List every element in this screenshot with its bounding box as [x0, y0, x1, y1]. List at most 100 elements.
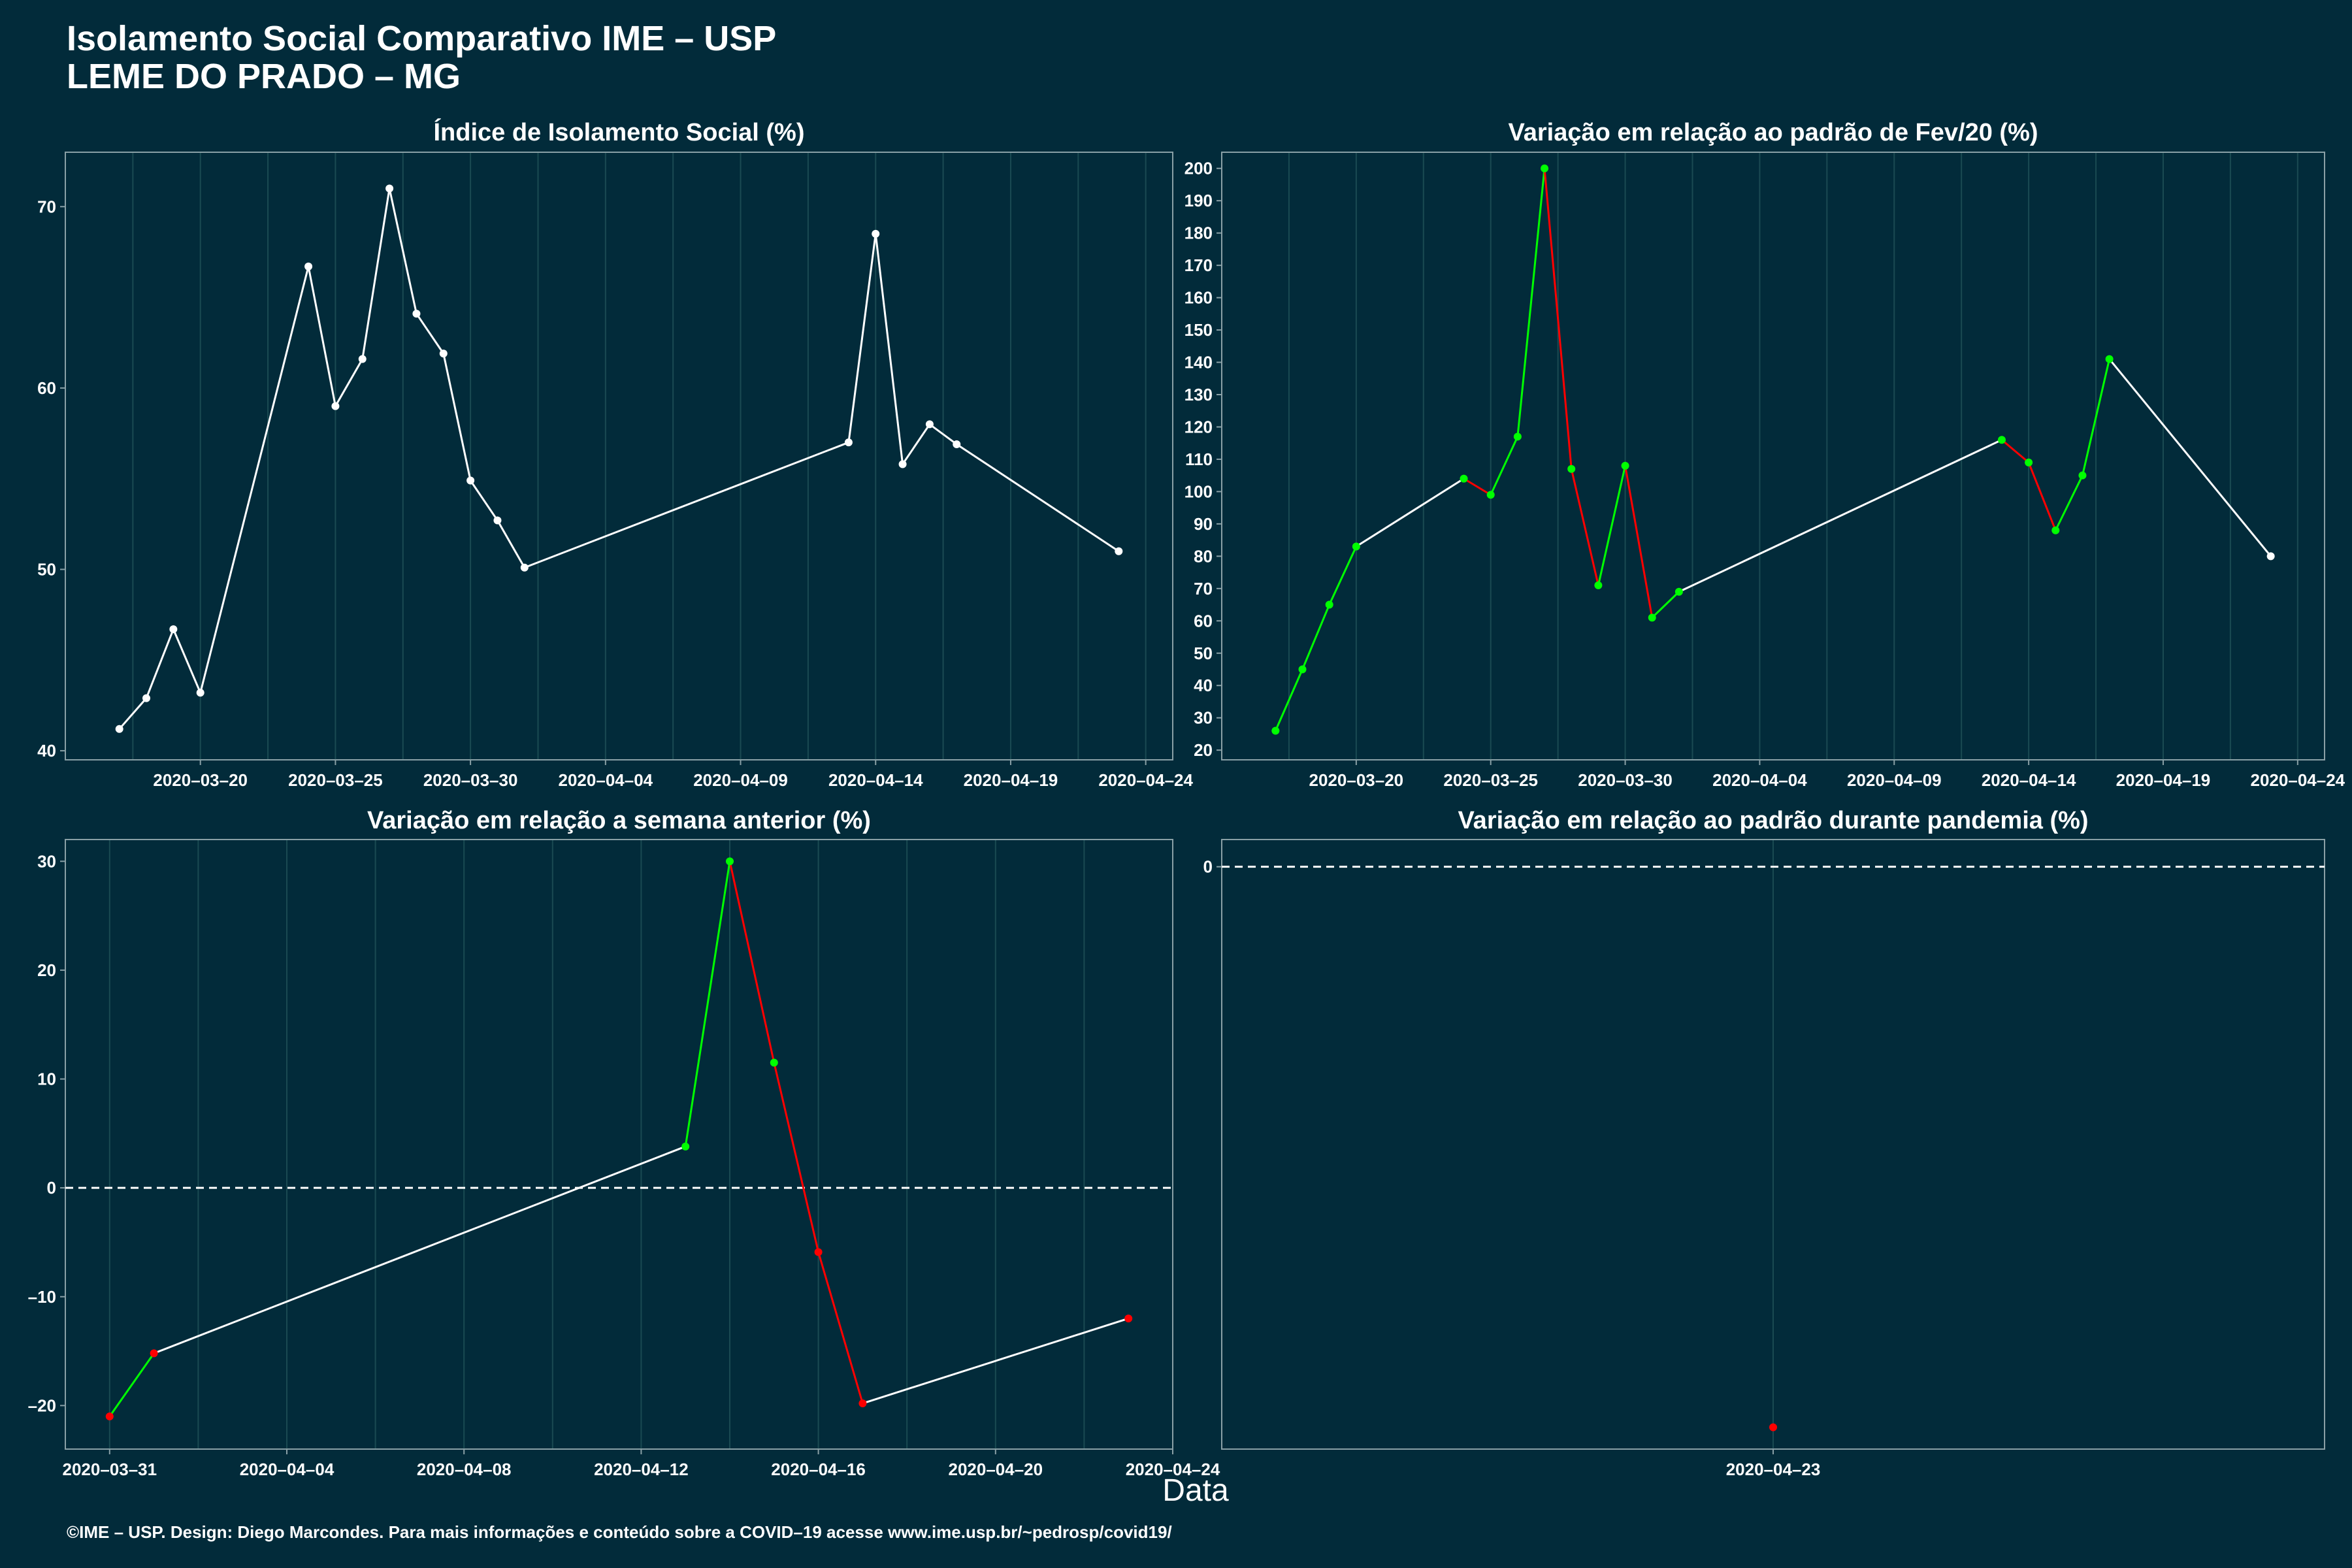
data-point — [304, 262, 313, 270]
panel-title: Variação em relação ao padrão durante pa… — [1458, 807, 2088, 834]
series-segment — [1624, 465, 1654, 618]
y-tick-label: 0 — [1203, 857, 1213, 877]
x-tick-label: 2020–03–20 — [1309, 770, 1404, 790]
data-point — [1674, 587, 1683, 596]
y-tick-label: 70 — [1194, 579, 1213, 598]
y-tick-label: 20 — [37, 960, 56, 980]
x-tick-label: 2020–03–20 — [153, 770, 248, 790]
data-point — [466, 476, 475, 485]
y-tick-label: 50 — [1194, 644, 1213, 663]
data-point — [1298, 665, 1307, 674]
y-tick-label: 110 — [1185, 449, 1213, 469]
series-segment — [817, 1252, 864, 1404]
series-segment — [1356, 478, 1465, 547]
x-tick-label: 2020–03–30 — [423, 770, 518, 790]
series-segment — [442, 353, 472, 481]
y-tick-label: 180 — [1184, 223, 1213, 243]
data-point — [844, 438, 853, 447]
series-segment — [524, 441, 849, 569]
y-tick-label: 60 — [1194, 611, 1213, 630]
x-tick-label: 2020–04–19 — [964, 770, 1058, 790]
footer-credits: ©IME – USP. Design: Diego Marcondes. Par… — [67, 1522, 1172, 1542]
series-segment — [469, 480, 498, 521]
data-point — [2078, 471, 2087, 480]
y-tick-label: 40 — [1194, 676, 1213, 695]
chart-panel-2: Variação em relação ao padrão de Fev/20 … — [1184, 119, 2345, 790]
chart-panel-3: Variação em relação a semana anterior (%… — [28, 807, 1220, 1479]
data-point — [1124, 1315, 1133, 1323]
series-segment — [108, 1352, 155, 1417]
series-segment — [847, 233, 877, 443]
series-segment — [1543, 168, 1573, 469]
y-tick-label: 90 — [1194, 514, 1213, 534]
y-tick-label: 30 — [1194, 708, 1213, 728]
data-point — [1769, 1423, 1777, 1431]
data-point — [681, 1142, 690, 1151]
data-point — [925, 420, 934, 429]
x-tick-label: 2020–04–14 — [828, 770, 923, 790]
chart-panel-4: Variação em relação ao padrão durante pa… — [1203, 807, 2325, 1479]
y-tick-label: 70 — [37, 197, 56, 216]
y-tick-label: 160 — [1184, 288, 1213, 308]
chart-title-line2: LEME DO PRADO – MG — [67, 57, 461, 96]
data-point — [2105, 355, 2114, 363]
chart-panel-1: Índice de Isolamento Social (%) 40 50 60 70 2… — [37, 118, 1193, 790]
series-segment — [172, 629, 202, 693]
x-tick-label: 2020–04–14 — [1982, 770, 2076, 790]
data-point — [770, 1058, 778, 1067]
series-segment — [145, 629, 174, 699]
panel-frame — [65, 152, 1173, 760]
x-tick-label: 2020–04–12 — [594, 1460, 689, 1479]
y-tick-label: 30 — [37, 851, 56, 871]
x-tick-label: 2020–04–08 — [417, 1460, 512, 1479]
series-segment — [1274, 668, 1303, 732]
series-segment — [199, 266, 310, 693]
data-point — [105, 1413, 114, 1421]
series-segment — [2001, 439, 2030, 464]
series-segment — [956, 443, 1120, 552]
data-point — [412, 310, 421, 318]
data-point — [1513, 433, 1522, 441]
data-point — [2266, 552, 2275, 561]
y-tick-label: 20 — [1194, 740, 1213, 760]
y-tick-label: 40 — [37, 741, 56, 760]
y-tick-label: 140 — [1184, 353, 1213, 372]
x-tick-label: 2020–04–04 — [559, 770, 653, 790]
data-point — [520, 563, 529, 572]
series-segment — [1516, 168, 1546, 437]
data-point — [142, 694, 151, 702]
x-tick-label: 2020–04–23 — [1726, 1460, 1821, 1479]
series-segment — [1328, 546, 1358, 606]
series-segment — [684, 861, 731, 1147]
panel-title: Variação em relação a semana anterior (%… — [367, 807, 871, 834]
series-segment — [1463, 478, 1492, 496]
series-segment — [728, 860, 776, 1063]
x-tick-label: 2020–04–04 — [240, 1460, 335, 1479]
data-point — [1594, 581, 1603, 589]
series-segment — [773, 1062, 820, 1252]
data-point — [953, 440, 961, 448]
series-segment — [416, 313, 445, 354]
data-point — [726, 857, 734, 866]
data-point — [814, 1248, 823, 1256]
series-segment — [2027, 462, 2057, 531]
data-point — [1352, 542, 1360, 551]
data-point — [150, 1349, 158, 1358]
data-point — [1567, 465, 1576, 473]
y-tick-label: 60 — [37, 378, 56, 398]
y-tick-label: 0 — [47, 1178, 56, 1198]
series-segment — [902, 423, 931, 465]
data-point — [1271, 727, 1280, 735]
data-point — [331, 402, 340, 410]
series-segment — [2108, 358, 2272, 557]
x-tick-label: 2020–04–24 — [1126, 1460, 1220, 1479]
series-segment — [1570, 468, 1599, 586]
data-point — [385, 184, 394, 193]
series-segment — [118, 697, 148, 730]
series-segment — [1597, 465, 1627, 586]
data-point — [439, 350, 448, 358]
data-point — [858, 1399, 867, 1408]
series-segment — [1490, 436, 1519, 495]
data-point — [1541, 164, 1549, 172]
